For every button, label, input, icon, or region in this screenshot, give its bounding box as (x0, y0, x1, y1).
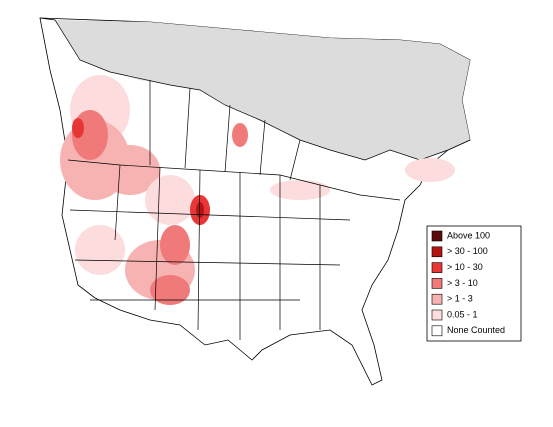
legend-label: Above 100 (447, 230, 490, 240)
legend-swatch (431, 262, 443, 273)
legend-label: > 3 - 10 (447, 278, 478, 288)
abundance (60, 75, 455, 305)
legend-label: > 10 - 30 (447, 262, 483, 272)
legend-swatch (431, 309, 443, 321)
legend: Above 100 > 30 - 100 > 10 - 30 > 3 - 10 > 1 … (426, 225, 522, 342)
legend-swatch (431, 325, 443, 337)
legend-swatch (431, 278, 443, 289)
legend-swatch (431, 293, 443, 305)
legend-swatch (431, 230, 443, 242)
uncounted-region (55, 20, 470, 160)
legend-box (426, 225, 522, 342)
legend-label: 0.05 - 1 (447, 309, 478, 319)
legend-swatch (431, 246, 443, 258)
borders (67, 80, 401, 340)
legend-label: None Counted (447, 325, 505, 335)
legend-label: > 1 - 3 (447, 294, 473, 304)
legend-label: > 30 - 100 (447, 246, 488, 256)
